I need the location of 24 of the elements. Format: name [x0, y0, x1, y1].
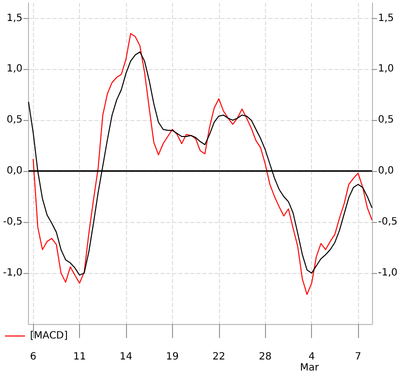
line-series: [28, 51, 372, 276]
y2-tick-label: -0,5: [378, 216, 398, 228]
x-tick-label: 19: [166, 352, 179, 362]
y-tick-label: -1,0: [2, 268, 23, 279]
y-tick-label: 0,5: [6, 114, 23, 126]
y2-tick-label: 0,5: [378, 114, 394, 126]
line-series: [32, 33, 372, 295]
x-tick-label: 14: [120, 352, 132, 362]
x-tick-label: 11: [73, 352, 86, 362]
x-tick-label: 4: [308, 352, 315, 362]
x-tick-label: 7: [354, 352, 362, 362]
y-tick-label: 1,0: [6, 64, 23, 75]
x-tick-label: 22: [212, 352, 226, 362]
y2-tick-label: 1,0: [378, 64, 394, 75]
y2-tick-label: -1,0: [378, 268, 398, 279]
y-tick-label: -0,5: [2, 216, 23, 228]
y-tick-label: 1,5: [6, 12, 23, 24]
y2-tick-label: 0,0: [378, 166, 394, 177]
y-tick-label: 0,0: [6, 166, 23, 177]
y2-tick-label: 1,5: [378, 12, 394, 24]
x-tick-label: 6: [30, 352, 36, 362]
text: Mar: [300, 362, 320, 374]
x-tick-label: 28: [258, 352, 272, 362]
text: [MACD]: [30, 330, 68, 342]
